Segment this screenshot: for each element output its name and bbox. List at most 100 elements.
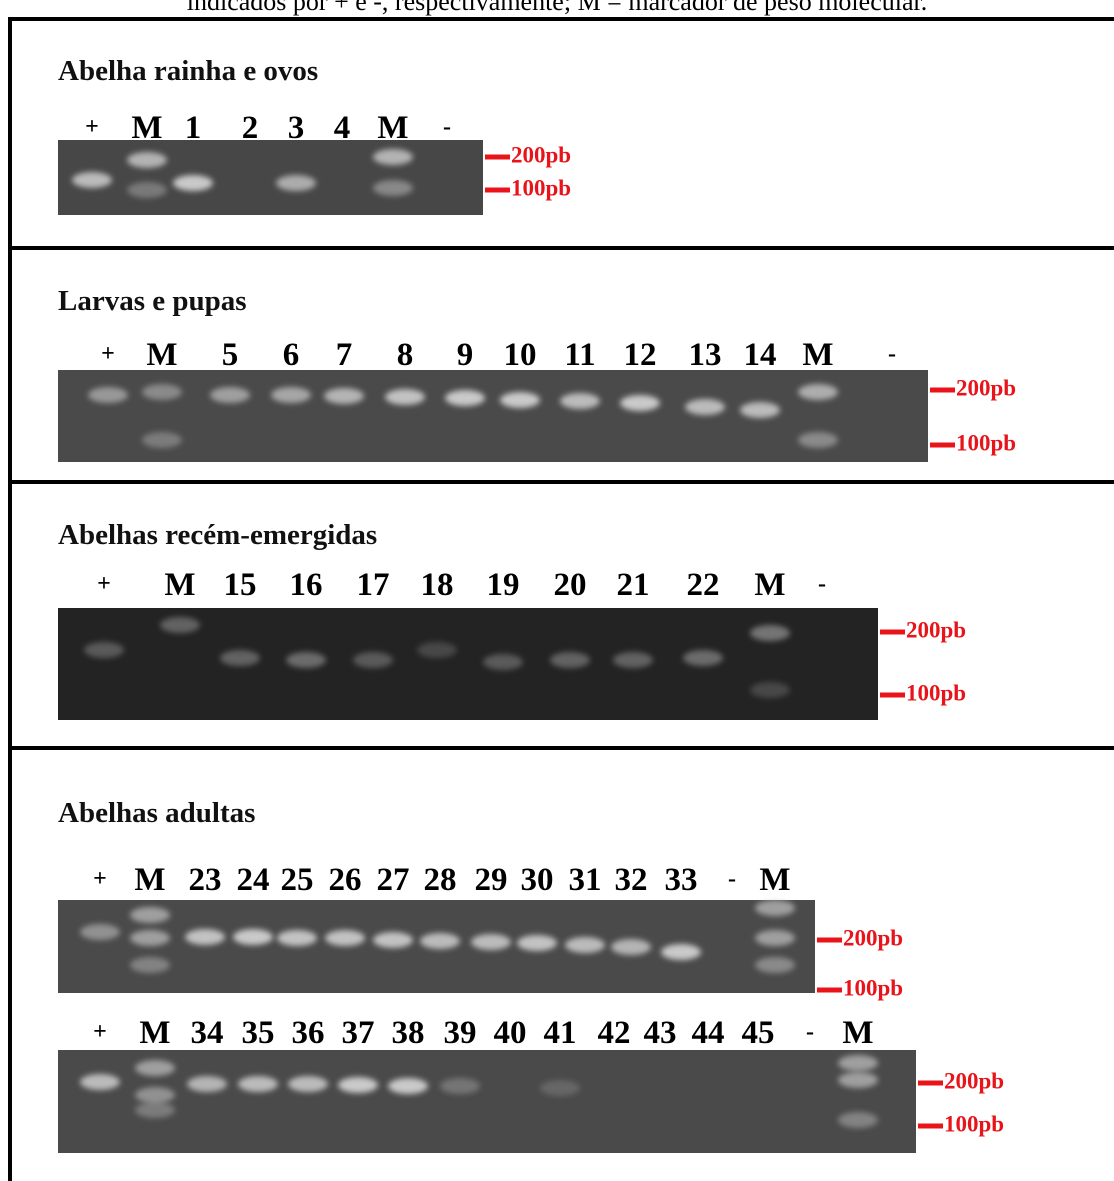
gel-band xyxy=(750,625,790,641)
lane-label: - xyxy=(818,571,826,597)
gel-band xyxy=(276,175,316,191)
lane-label: - xyxy=(888,341,896,367)
marker-label: 100pb xyxy=(511,175,571,200)
gel-band xyxy=(324,388,364,404)
gel xyxy=(58,370,928,462)
lane-label: 18 xyxy=(421,567,454,603)
gel-band xyxy=(286,652,326,668)
lane-label: 8 xyxy=(397,337,414,373)
lane-label: 7 xyxy=(336,337,353,373)
gel-band xyxy=(838,1112,878,1128)
lane-label: 29 xyxy=(475,862,508,898)
gel-band xyxy=(238,1076,278,1092)
lane-label: M xyxy=(139,1015,170,1051)
marker-label: 200pb xyxy=(944,1068,1004,1093)
caption: indicados por + e -, respectivamente; M … xyxy=(187,0,927,16)
gel-band xyxy=(661,944,701,960)
lane-label: 34 xyxy=(191,1015,224,1051)
lane-label: 28 xyxy=(424,862,457,898)
lane-label: M xyxy=(377,110,408,146)
lane-label: + xyxy=(93,1019,107,1045)
gel-band xyxy=(755,930,795,946)
panel-title: Abelha rainha e ovos xyxy=(58,55,318,87)
panel-title: Larvas e pupas xyxy=(58,285,247,317)
gel-band xyxy=(798,432,838,448)
gel-band xyxy=(127,182,167,198)
lane-label: M xyxy=(754,567,785,603)
figure: indicados por + e -, respectivamente; M … xyxy=(0,0,1114,1181)
gel-band xyxy=(338,1077,378,1093)
lane-label: 31 xyxy=(569,862,602,898)
lane-label: 26 xyxy=(329,862,362,898)
gel-band xyxy=(373,180,413,196)
gel-band xyxy=(550,652,590,668)
lane-label: 39 xyxy=(444,1015,477,1051)
lane-label: 37 xyxy=(342,1015,375,1051)
lane-label: 43 xyxy=(644,1015,677,1051)
lane-label: 20 xyxy=(554,567,587,603)
gel-band xyxy=(135,1087,175,1103)
gel-band xyxy=(288,1076,328,1092)
gel-band xyxy=(620,395,660,411)
gel-band xyxy=(373,149,413,165)
lane-label: 10 xyxy=(504,337,537,373)
gel-band xyxy=(750,682,790,698)
lane-label: 12 xyxy=(624,337,657,373)
lane-label: 35 xyxy=(242,1015,275,1051)
lane-label: 24 xyxy=(237,862,270,898)
lane-label: 25 xyxy=(281,862,314,898)
lane-label: + xyxy=(101,341,115,367)
lane-label: + xyxy=(97,571,111,597)
lane-label: 42 xyxy=(598,1015,631,1051)
lane-label: + xyxy=(93,866,107,892)
gel-band xyxy=(540,1080,580,1096)
lane-label: 9 xyxy=(457,337,474,373)
lane-label: 38 xyxy=(392,1015,425,1051)
gel-band xyxy=(142,384,182,400)
gel-band xyxy=(683,650,723,666)
gel-band xyxy=(611,939,651,955)
lane-label: 22 xyxy=(687,567,720,603)
gel-band xyxy=(740,402,780,418)
lane-label: M xyxy=(842,1015,873,1051)
gel-band xyxy=(420,933,460,949)
marker-label: 100pb xyxy=(843,975,903,1000)
lane-label: 5 xyxy=(222,337,239,373)
marker-label: 100pb xyxy=(944,1111,1004,1136)
gel-band xyxy=(84,642,124,658)
gel-band xyxy=(88,387,128,403)
lane-label: 2 xyxy=(242,110,259,146)
marker-label: 100pb xyxy=(956,430,1016,455)
lane-label: 44 xyxy=(692,1015,725,1051)
gel-band xyxy=(471,934,511,950)
gel xyxy=(58,140,483,215)
gel-band xyxy=(565,937,605,953)
lane-label: M xyxy=(802,337,833,373)
gel-band xyxy=(80,1074,120,1090)
lane-label: 19 xyxy=(487,567,520,603)
lane-label: - xyxy=(443,114,451,140)
lane-label: 15 xyxy=(224,567,257,603)
marker-label: 200pb xyxy=(843,925,903,950)
gel-band xyxy=(220,650,260,666)
gel-band xyxy=(838,1072,878,1088)
gel-band xyxy=(373,932,413,948)
gel-band xyxy=(388,1078,428,1094)
gel-band xyxy=(755,957,795,973)
gel-band xyxy=(445,390,485,406)
lane-label: 6 xyxy=(283,337,300,373)
gel-band xyxy=(173,175,213,191)
gel-band xyxy=(135,1060,175,1076)
lane-label: 40 xyxy=(494,1015,527,1051)
gel-band xyxy=(685,399,725,415)
gel-band xyxy=(271,387,311,403)
gel-band xyxy=(500,392,540,408)
panel-title: Abelhas adultas xyxy=(58,797,255,829)
lane-label: 33 xyxy=(665,862,698,898)
lane-label: M xyxy=(164,567,195,603)
gel-band xyxy=(142,432,182,448)
lane-label: M xyxy=(134,862,165,898)
gel-band xyxy=(160,617,200,633)
gel-band xyxy=(135,1102,175,1118)
lane-label: 1 xyxy=(185,110,202,146)
